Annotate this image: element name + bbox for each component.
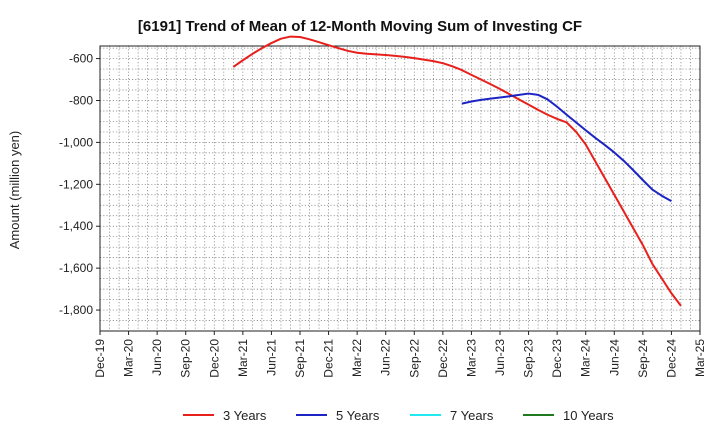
x-tick-label: Dec-21 — [322, 339, 336, 378]
x-tick-label: Jun-23 — [493, 339, 507, 376]
y-tick-label: -1,000 — [59, 135, 93, 149]
y-tick-label: -1,200 — [59, 177, 93, 191]
x-tick-label: Jun-21 — [264, 339, 278, 376]
x-tick-label: Sep-24 — [636, 339, 650, 378]
legend-label: 7 Years — [450, 408, 494, 423]
grid — [100, 46, 700, 331]
x-tick-label: Dec-23 — [550, 339, 564, 378]
plot-frame — [99, 45, 701, 332]
x-tick-label: Sep-21 — [293, 339, 307, 378]
x-tick-label: Jun-24 — [607, 339, 621, 376]
y-tick-label: -600 — [69, 52, 93, 66]
legend-label: 10 Years — [563, 408, 614, 423]
x-tick-label: Mar-20 — [122, 339, 136, 377]
x-tick-label: Sep-23 — [522, 339, 536, 378]
y-tick-label: -1,600 — [59, 261, 93, 275]
x-tick-label: Dec-19 — [93, 339, 107, 378]
x-axis: Dec-19 Mar-20 Jun-20 Sep-20 Dec-20 Mar-21 Jun-… — [93, 331, 707, 378]
legend-label: 3 Years — [223, 408, 267, 423]
x-tick-label: Jun-22 — [379, 339, 393, 376]
x-tick-label: Mar-22 — [350, 339, 364, 377]
x-tick-label: Dec-22 — [436, 339, 450, 378]
x-tick-label: Mar-24 — [579, 339, 593, 377]
x-tick-label: Jun-20 — [150, 339, 164, 376]
chart-title: [6191] Trend of Mean of 12-Month Moving … — [138, 18, 582, 35]
y-tick-label: -1,400 — [59, 219, 93, 233]
y-tick-label: -800 — [69, 93, 93, 107]
legend-label: 5 Years — [336, 408, 380, 423]
x-tick-label: Mar-21 — [236, 339, 250, 377]
y-tick-label: -1,800 — [59, 303, 93, 317]
x-tick-label: Sep-22 — [407, 339, 421, 378]
y-axis-label: Amount (million yen) — [7, 131, 22, 250]
x-tick-label: Mar-23 — [464, 339, 478, 377]
series-layer — [232, 35, 682, 307]
x-tick-label: Mar-25 — [693, 339, 707, 377]
legend: 3 Years 5 Years 7 Years 10 Years — [183, 408, 614, 423]
y-axis: -600 -800 -1,000 -1,200 -1,400 -1,600 -1,800 — [59, 52, 100, 317]
series-line-5-years — [461, 92, 672, 202]
x-tick-label: Dec-20 — [207, 339, 221, 378]
series-line-3-years — [232, 35, 682, 307]
x-tick-label: Sep-20 — [179, 339, 193, 378]
x-tick-label: Dec-24 — [664, 339, 678, 378]
